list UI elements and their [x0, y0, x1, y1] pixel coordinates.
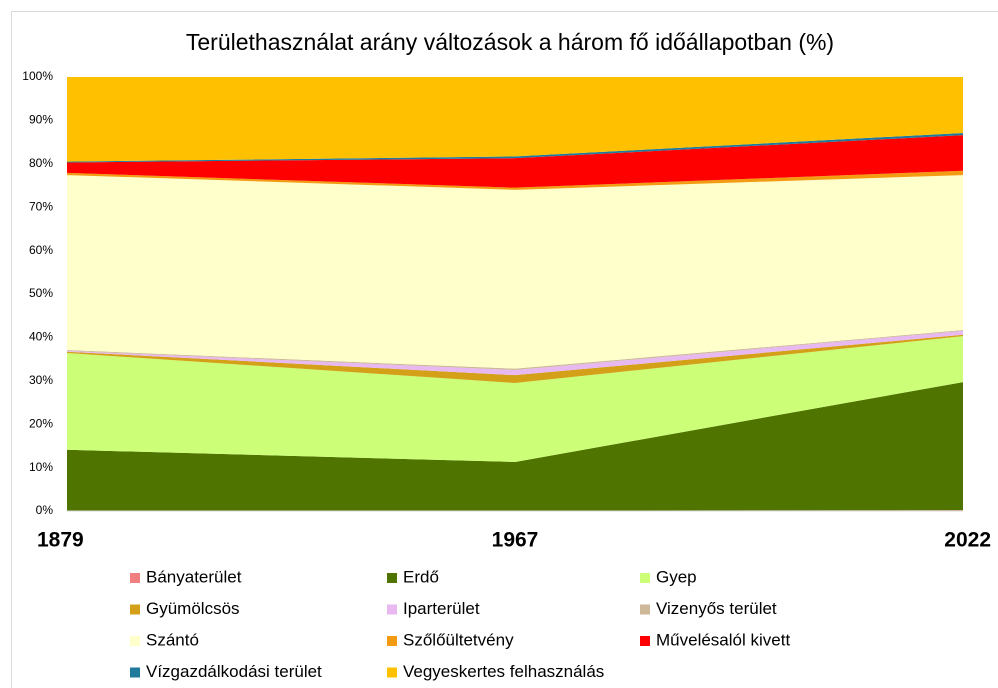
area — [67, 77, 963, 162]
legend-label: Vízgazdálkodási terület — [146, 662, 322, 681]
legend-swatch — [387, 667, 397, 678]
y-tick-label: 90% — [29, 113, 53, 127]
legend-label: Gyep — [656, 567, 697, 586]
legend-label: Szőlőültetvény — [403, 630, 514, 649]
area — [67, 175, 963, 369]
legend-swatch — [130, 667, 140, 678]
legend-label: Művelésalól kivett — [656, 630, 790, 649]
legend-swatch — [640, 604, 650, 615]
area — [67, 382, 963, 511]
y-tick-label: 80% — [29, 156, 53, 170]
area — [67, 135, 963, 188]
legend-label: Szántó — [146, 630, 199, 649]
legend-label: Vizenyős terület — [656, 599, 777, 618]
legend-swatch — [387, 604, 397, 615]
x-tick-label: 1879 — [37, 529, 84, 552]
y-tick-label: 60% — [29, 243, 53, 257]
y-tick-label: 50% — [29, 286, 53, 300]
chart-border — [11, 11, 998, 688]
y-tick-label: 40% — [29, 330, 53, 344]
legend-swatch — [640, 573, 650, 583]
legend-swatch — [130, 604, 140, 615]
y-tick-label: 20% — [29, 416, 53, 430]
area — [67, 170, 963, 190]
legend-swatch — [387, 573, 397, 583]
legend-swatch — [130, 636, 140, 646]
legend-swatch — [387, 636, 397, 646]
legend-label: Vegyeskertes felhasználás — [403, 662, 604, 681]
area — [67, 336, 963, 462]
legend-swatch — [640, 636, 650, 646]
legend-label: Iparterület — [403, 599, 480, 618]
legend-swatch — [130, 573, 140, 583]
y-tick-label: 30% — [29, 373, 53, 387]
chart-title: Területhasználat arány változások a háro… — [186, 29, 834, 55]
area — [67, 132, 963, 163]
x-tick-label: 1967 — [492, 529, 539, 552]
x-tick-label: 2022 — [944, 529, 991, 552]
y-tick-label: 0% — [36, 503, 54, 517]
legend-label: Bányaterület — [146, 567, 242, 586]
legend-label: Gyümölcsös — [146, 599, 240, 618]
legend-label: Erdő — [403, 567, 439, 586]
y-tick-label: 10% — [29, 460, 53, 474]
y-tick-label: 100% — [22, 69, 53, 83]
y-tick-label: 70% — [29, 199, 53, 213]
area — [67, 330, 963, 370]
